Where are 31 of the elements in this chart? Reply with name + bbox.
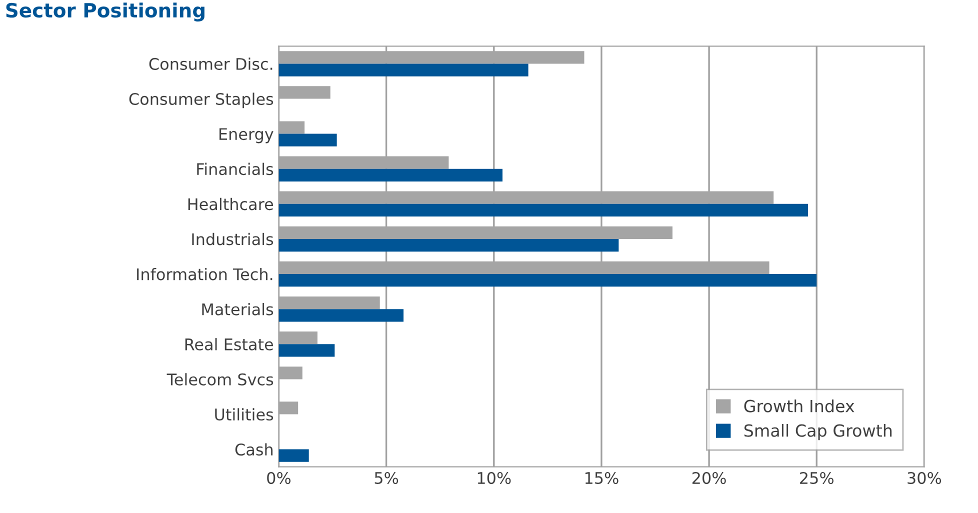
bar	[278, 204, 808, 217]
x-tick-label: 5%	[374, 472, 398, 484]
bar	[278, 64, 528, 76]
bar	[278, 344, 335, 357]
bar	[278, 309, 404, 322]
y-tick-label: Consumer Disc.	[149, 58, 272, 70]
y-tick-label: Telecom Svcs	[166, 373, 274, 386]
y-tick-label: Energy	[220, 128, 274, 144]
x-tick-label: 30%	[908, 472, 942, 484]
x-tick-label: 25%	[800, 472, 834, 484]
y-tick-label: Real Estate	[185, 338, 274, 350]
y-tick-label: Financials	[197, 162, 274, 176]
legend-label: Small Cap Growth	[744, 424, 892, 440]
y-tick-label: Utilities	[215, 408, 274, 421]
y-tick-label: Consumer Staples	[129, 92, 274, 108]
y-tick-label: Industrials	[192, 232, 274, 246]
y-tick-label: Materials	[202, 303, 274, 316]
x-tick-label: 20%	[692, 472, 726, 484]
bar	[278, 238, 619, 252]
x-tick-label: 0%	[267, 472, 291, 484]
y-tick-label: Healthcare	[188, 198, 274, 210]
text: Sector Positioning	[6, 2, 204, 22]
bar	[278, 449, 309, 462]
legend-label: Growth Index	[744, 399, 854, 412]
x-tick-label: 10%	[478, 472, 511, 484]
y-tick-label: Information Tech.	[137, 268, 272, 280]
bar	[278, 274, 817, 287]
x-tick-label: 15%	[585, 472, 618, 484]
bar	[278, 134, 337, 146]
y-tick-label: Cash	[235, 443, 273, 456]
bar	[278, 168, 502, 182]
